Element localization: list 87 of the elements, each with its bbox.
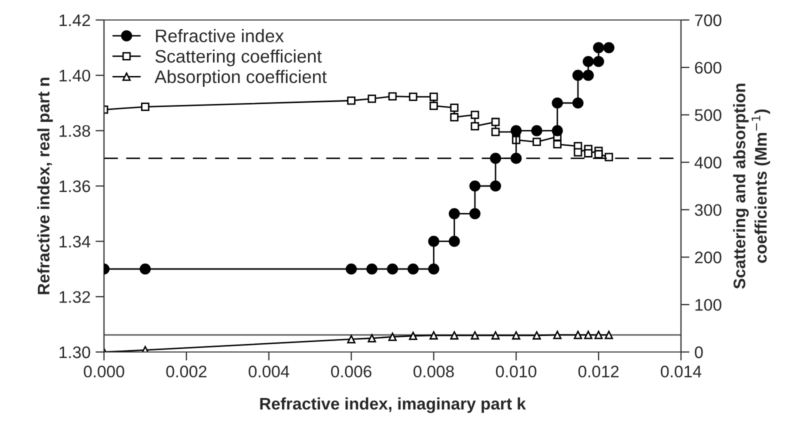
- y2-tick-label: 700: [695, 14, 722, 26]
- y-tick-label: 1.38: [60, 125, 90, 137]
- point: [572, 97, 584, 109]
- x-tick-label: 0.008: [414, 366, 454, 378]
- y2-tick-label: 100: [695, 298, 722, 311]
- point: [428, 236, 440, 247]
- point: [408, 263, 419, 275]
- point: [584, 330, 592, 340]
- point: [552, 125, 563, 136]
- x-tick-label: 0.004: [248, 366, 290, 378]
- point: [450, 331, 458, 340]
- x-tick-label: 0.002: [166, 366, 206, 378]
- point: [448, 236, 460, 247]
- y2-tick-label: 600: [695, 62, 722, 74]
- x-tick-label: 0.000: [84, 366, 124, 378]
- point: [574, 330, 582, 340]
- point: [388, 92, 397, 101]
- point: [593, 56, 604, 68]
- y-tick-label: 1.42: [60, 14, 90, 26]
- point: [430, 92, 438, 101]
- point: [531, 125, 542, 136]
- point: [594, 330, 603, 340]
- point: [470, 331, 480, 340]
- point: [448, 208, 460, 220]
- y-tick-label: 1.32: [60, 291, 90, 303]
- point: [450, 113, 458, 122]
- x-tick-label: 0.010: [496, 366, 536, 378]
- point: [368, 94, 376, 103]
- point: [532, 138, 541, 146]
- point: [386, 263, 398, 275]
- point: [428, 263, 440, 275]
- point: [408, 92, 418, 101]
- point: [532, 331, 541, 340]
- point: [572, 70, 584, 81]
- point: [430, 102, 438, 110]
- point: [574, 148, 582, 156]
- y2-tick-label: 500: [694, 109, 722, 122]
- y2-tick-label: 300: [694, 204, 722, 216]
- legend-label: Refractive index: [156, 29, 284, 42]
- point: [584, 149, 592, 158]
- point: [470, 122, 480, 130]
- point: [347, 335, 356, 344]
- point: [512, 331, 520, 340]
- y-tick-label: 1.40: [60, 70, 90, 82]
- point: [491, 331, 500, 340]
- point: [450, 104, 458, 112]
- x-tick-label: 0.012: [578, 366, 619, 378]
- point: [604, 330, 614, 340]
- point: [510, 125, 522, 136]
- point: [552, 97, 563, 109]
- x-tick-label: 0.006: [331, 366, 372, 378]
- point: [604, 152, 614, 162]
- point: [347, 96, 356, 105]
- point: [582, 70, 594, 81]
- point: [491, 128, 500, 136]
- point: [469, 208, 480, 220]
- y-tick-label: 1.34: [60, 236, 90, 248]
- y2-tick-label: 200: [695, 252, 722, 264]
- point: [490, 152, 502, 164]
- y-axis-title: Refractive index, real part n: [37, 78, 53, 294]
- point: [388, 332, 397, 341]
- x-tick-label: 0.014: [660, 366, 702, 378]
- y-tick-label: 1.30: [60, 346, 90, 358]
- point: [490, 180, 502, 192]
- y-tick-label: 1.36: [60, 180, 90, 192]
- y2-axis-title: Scattering and absorption coefficients (Mm$^{−1}$): [733, 84, 770, 289]
- point: [582, 56, 594, 68]
- y2-tick-label: 0: [694, 346, 703, 358]
- point: [141, 102, 150, 111]
- point: [366, 263, 378, 275]
- y2-tick-label: 400: [694, 156, 722, 168]
- point: [368, 334, 376, 342]
- point: [408, 332, 418, 340]
- point: [553, 140, 562, 148]
- point: [469, 180, 480, 192]
- x-axis-title: Refractive index, imaginary part k: [260, 397, 526, 414]
- point: [140, 263, 151, 275]
- point: [430, 331, 438, 340]
- point: [510, 152, 522, 164]
- point: [553, 330, 562, 340]
- point: [603, 42, 614, 54]
- legend-label: Scattering coefficient: [155, 49, 322, 66]
- point: [470, 110, 480, 120]
- point: [593, 42, 604, 54]
- point: [346, 263, 357, 275]
- point: [491, 118, 500, 126]
- legend-label: Absorption coefficient: [154, 70, 327, 87]
